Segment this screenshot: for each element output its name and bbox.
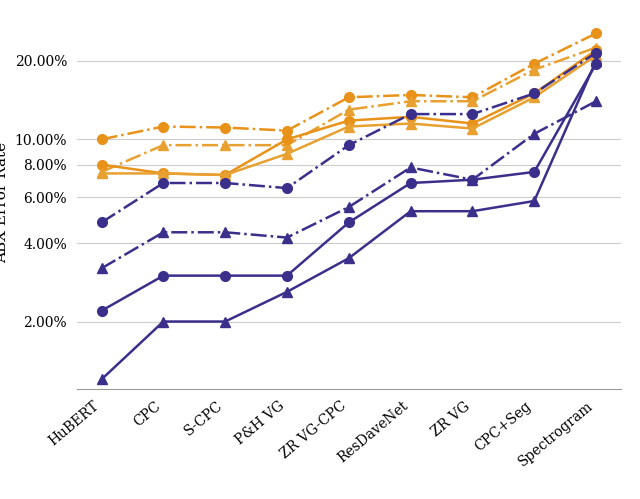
Y-axis label: ABX Error Rate: ABX Error Rate xyxy=(0,142,9,262)
